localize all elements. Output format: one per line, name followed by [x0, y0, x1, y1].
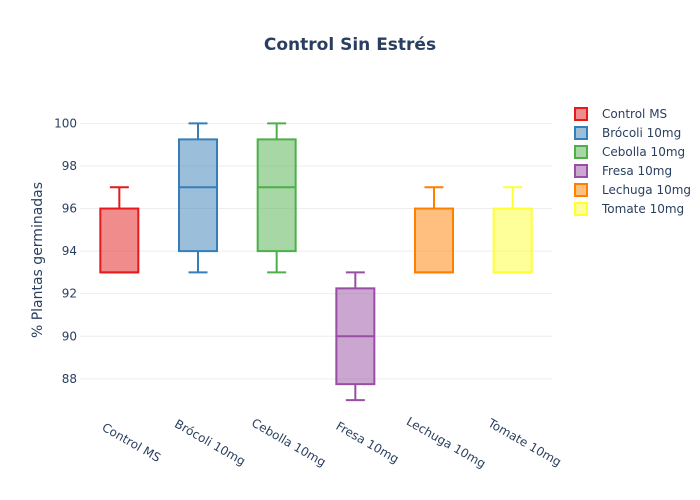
legend-label: Tomate 10mg — [601, 202, 684, 216]
legend-swatch — [574, 126, 588, 140]
y-axis-label: % Plantas germinadas — [30, 182, 46, 338]
legend-item[interactable]: Cebolla 10mg — [574, 145, 685, 159]
y-tick-labels: 88 90 92 94 96 98 100 — [54, 116, 77, 385]
grid-layer — [80, 122, 552, 380]
legend-swatch — [574, 183, 588, 197]
x-tick-label: Brócoli 10mg — [172, 417, 248, 469]
x-tick-label: Fresa 10mg — [333, 419, 401, 466]
box-group[interactable] — [256, 122, 297, 274]
legend-label: Fresa 10mg — [602, 164, 672, 178]
y-tick-label: 92 — [62, 287, 77, 301]
box-group[interactable] — [335, 271, 376, 402]
box-body — [414, 207, 454, 274]
box-body — [178, 138, 218, 253]
y-tick-label: 100 — [54, 116, 77, 130]
y-tick-label: 88 — [62, 372, 77, 386]
x-tick-label: Tomate 10mg — [485, 415, 564, 469]
box-group[interactable] — [492, 186, 533, 274]
x-tick-labels: Control MS Brócoli 10mg Cebolla 10mg Fresa … — [100, 414, 564, 471]
x-tick-label: Control MS — [100, 420, 163, 465]
box-body — [99, 207, 140, 274]
box-group[interactable] — [99, 186, 140, 274]
legend-swatch — [574, 107, 588, 121]
x-tick-label: Lechuga 10mg — [404, 414, 488, 471]
x-tick-label: Cebolla 10mg — [249, 416, 328, 470]
legend-swatch — [574, 145, 588, 159]
legend-swatch — [574, 164, 588, 178]
legend-label: Lechuga 10mg — [602, 183, 691, 197]
legend-swatch — [574, 202, 588, 216]
legend-item[interactable]: Tomate 10mg — [574, 202, 684, 216]
legend-label: Control MS — [602, 107, 667, 121]
box-body — [492, 207, 533, 274]
chart-title: Control Sin Estrés — [264, 35, 436, 55]
legend-item[interactable]: Brócoli 10mg — [574, 126, 681, 140]
box-body — [256, 138, 297, 253]
legend-item[interactable]: Lechuga 10mg — [574, 183, 691, 197]
box-group[interactable] — [178, 122, 218, 274]
y-tick-label: 96 — [62, 202, 77, 216]
legend-label: Brócoli 10mg — [602, 126, 681, 140]
legend-item[interactable]: Control MS — [574, 107, 667, 121]
box-layer — [99, 122, 533, 402]
y-tick-label: 90 — [62, 329, 77, 343]
legend-item[interactable]: Fresa 10mg — [574, 164, 672, 178]
legend-label: Cebolla 10mg — [602, 145, 685, 159]
box-group[interactable] — [414, 186, 454, 274]
legend[interactable]: Control MS Brócoli 10mg Cebolla 10mg Fresa … — [574, 107, 691, 216]
y-tick-label: 94 — [62, 244, 77, 258]
y-tick-label: 98 — [62, 159, 77, 173]
